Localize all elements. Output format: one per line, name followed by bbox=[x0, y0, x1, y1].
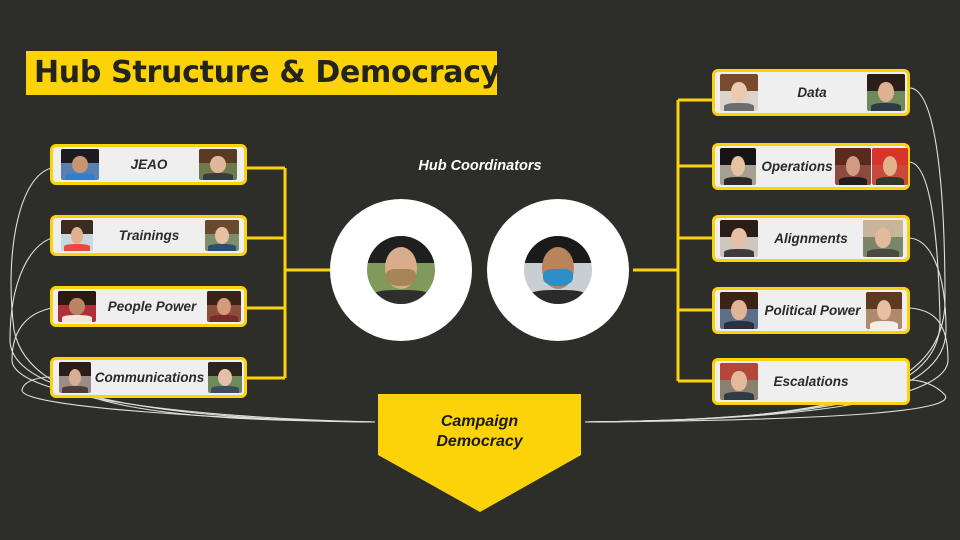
left-loop-people-power bbox=[11, 307, 376, 423]
team-label-people-power: People Power bbox=[107, 299, 197, 314]
member-photo bbox=[208, 362, 242, 393]
left-loop-communications bbox=[21, 376, 376, 423]
member-photo bbox=[863, 220, 903, 257]
member-photo bbox=[720, 148, 756, 185]
team-label-data: Data bbox=[797, 85, 827, 100]
team-label-operations: Operations bbox=[761, 159, 833, 174]
team-label-communications: Communications bbox=[94, 370, 205, 385]
team-box-jeao: JEAO bbox=[50, 144, 247, 185]
team-box-political-power: Political Power bbox=[712, 287, 910, 334]
right-loop-escalations bbox=[584, 379, 947, 423]
team-box-communications: Communications bbox=[50, 357, 247, 398]
member-photo bbox=[720, 292, 758, 329]
member-photo bbox=[61, 149, 99, 180]
team-label-trainings: Trainings bbox=[118, 228, 180, 243]
hub-coordinator-photo bbox=[524, 236, 592, 304]
left-loop-trainings bbox=[9, 237, 376, 423]
campaign-democracy-line1: Campaign bbox=[440, 413, 519, 430]
team-box-people-power: People Power bbox=[50, 286, 247, 327]
member-photo bbox=[872, 148, 908, 185]
member-photo bbox=[205, 220, 239, 251]
team-box-data: Data bbox=[712, 69, 910, 116]
hub-coordinators-label: Hub Coordinators bbox=[418, 158, 542, 174]
member-photo bbox=[867, 74, 905, 111]
slide-title-banner: Hub Structure & Democracy bbox=[26, 51, 500, 95]
campaign-democracy-line2: Democracy bbox=[436, 433, 523, 450]
member-photo bbox=[199, 149, 237, 180]
member-photo bbox=[866, 292, 902, 329]
hub-coordinator-photo bbox=[367, 236, 435, 304]
member-photo bbox=[835, 148, 871, 185]
team-box-escalations: Escalations bbox=[712, 358, 910, 405]
hub-coordinator-circle-right bbox=[487, 199, 629, 341]
member-photo bbox=[59, 362, 91, 393]
member-photo bbox=[720, 220, 758, 257]
campaign-democracy-shape bbox=[378, 394, 581, 512]
team-label-alignments: Alignments bbox=[774, 231, 848, 246]
member-photo bbox=[58, 291, 96, 322]
hub-coordinator-circle-left bbox=[330, 199, 472, 341]
member-photo bbox=[207, 291, 241, 322]
campaign-democracy-label: Campaign Democracy bbox=[378, 412, 581, 452]
team-label-jeao: JEAO bbox=[130, 157, 168, 172]
member-photo bbox=[720, 363, 758, 400]
member-photo bbox=[61, 220, 93, 251]
team-box-trainings: Trainings bbox=[50, 215, 247, 256]
team-label-escalations: Escalations bbox=[773, 374, 849, 389]
member-photo bbox=[720, 74, 758, 111]
team-box-alignments: Alignments bbox=[712, 215, 910, 262]
team-box-operations: Operations bbox=[712, 143, 910, 190]
team-label-political-power: Political Power bbox=[764, 303, 861, 318]
slide-title: Hub Structure & Democracy bbox=[34, 55, 500, 90]
